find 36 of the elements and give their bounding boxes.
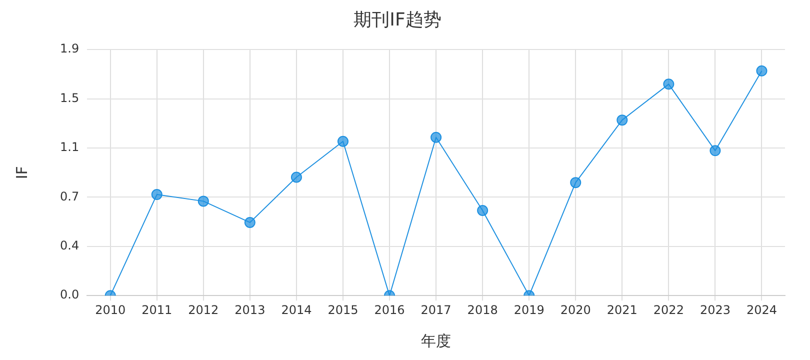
y-tick-label: 1.1 bbox=[60, 140, 80, 154]
x-tick-label: 2018 bbox=[467, 302, 498, 317]
point bbox=[198, 196, 209, 207]
x-tick-label: 2017 bbox=[420, 302, 452, 317]
x-tick-label: 2016 bbox=[374, 302, 405, 317]
y-tick-label: 1.5 bbox=[60, 90, 80, 105]
x-tick-label: 2022 bbox=[653, 302, 684, 317]
x-tick-label: 2013 bbox=[234, 302, 266, 317]
x-tick-label: 2021 bbox=[606, 302, 638, 317]
x-tick-label: 2024 bbox=[746, 302, 778, 317]
x-tick-label: 2019 bbox=[514, 302, 544, 317]
x-tick-label: 2015 bbox=[328, 302, 358, 317]
x-tick-label: 2023 bbox=[700, 302, 730, 317]
point bbox=[570, 177, 582, 188]
x-tick-label: 2020 bbox=[560, 302, 591, 317]
x-tick-label: 2011 bbox=[142, 302, 172, 317]
point bbox=[244, 216, 256, 228]
chart-title: 期刊IF趋势 bbox=[354, 9, 442, 30]
x-tick-label: 2012 bbox=[188, 302, 219, 317]
y-tick-label: 0.4 bbox=[60, 238, 80, 253]
x-tick-label: 2014 bbox=[281, 302, 312, 317]
point bbox=[430, 132, 442, 143]
x-tick-label: 2010 bbox=[95, 302, 126, 317]
point bbox=[616, 114, 628, 126]
y-tick-label: 1.9 bbox=[60, 42, 80, 56]
point bbox=[663, 78, 674, 90]
x-axis-title: 年度 bbox=[421, 332, 452, 350]
point bbox=[477, 205, 488, 216]
y-tick-label: 0.0 bbox=[60, 288, 80, 302]
point bbox=[337, 136, 348, 147]
point bbox=[710, 145, 721, 156]
point bbox=[290, 172, 302, 183]
y-axis-title: IF bbox=[12, 166, 31, 180]
point bbox=[151, 189, 162, 200]
y-tick-label: 0.7 bbox=[60, 189, 80, 204]
point bbox=[756, 65, 768, 76]
